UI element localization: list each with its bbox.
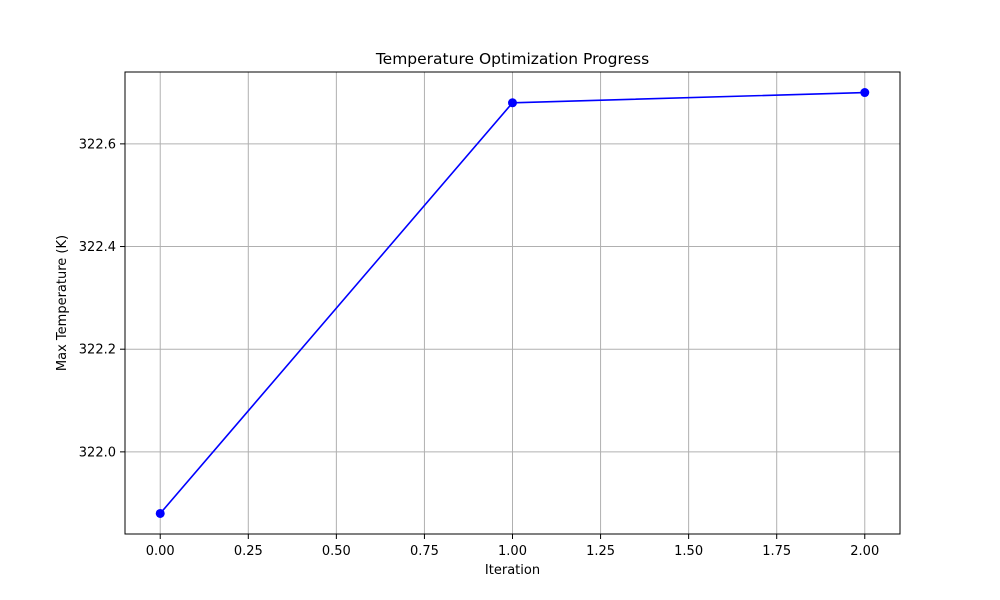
x-tick-label: 0.25 [234, 544, 263, 559]
data-point [508, 98, 517, 108]
axis-ticks: 0.00 0.25 0.50 0.75 1.00 1.25 1.50 1.75 2.00 322.… [79, 137, 879, 559]
y-tick-label: 322.6 [79, 137, 116, 152]
data-point [860, 88, 870, 98]
x-tick-label: 0.50 [322, 544, 351, 559]
y-tick-label: 322.4 [79, 240, 116, 255]
grid [125, 72, 900, 534]
x-tick-label: 1.25 [586, 544, 615, 559]
y-tick-label: 322.2 [79, 343, 116, 358]
x-tick-label: 1.75 [762, 544, 791, 559]
chart-title: Temperature Optimization Progress [375, 50, 649, 68]
x-tick-label: 0.75 [410, 544, 439, 559]
x-axis-label: Iteration [485, 563, 540, 578]
y-axis-label: Max Temperature (K) [55, 235, 70, 371]
x-tick-label: 1.00 [498, 544, 527, 559]
data-point [155, 508, 165, 518]
x-tick-label: 2.00 [850, 544, 879, 559]
y-tick-label: 322.0 [79, 445, 116, 460]
series-markers [155, 88, 870, 518]
x-tick-label: 0.00 [146, 544, 175, 559]
x-tick-label: 1.50 [674, 544, 703, 559]
